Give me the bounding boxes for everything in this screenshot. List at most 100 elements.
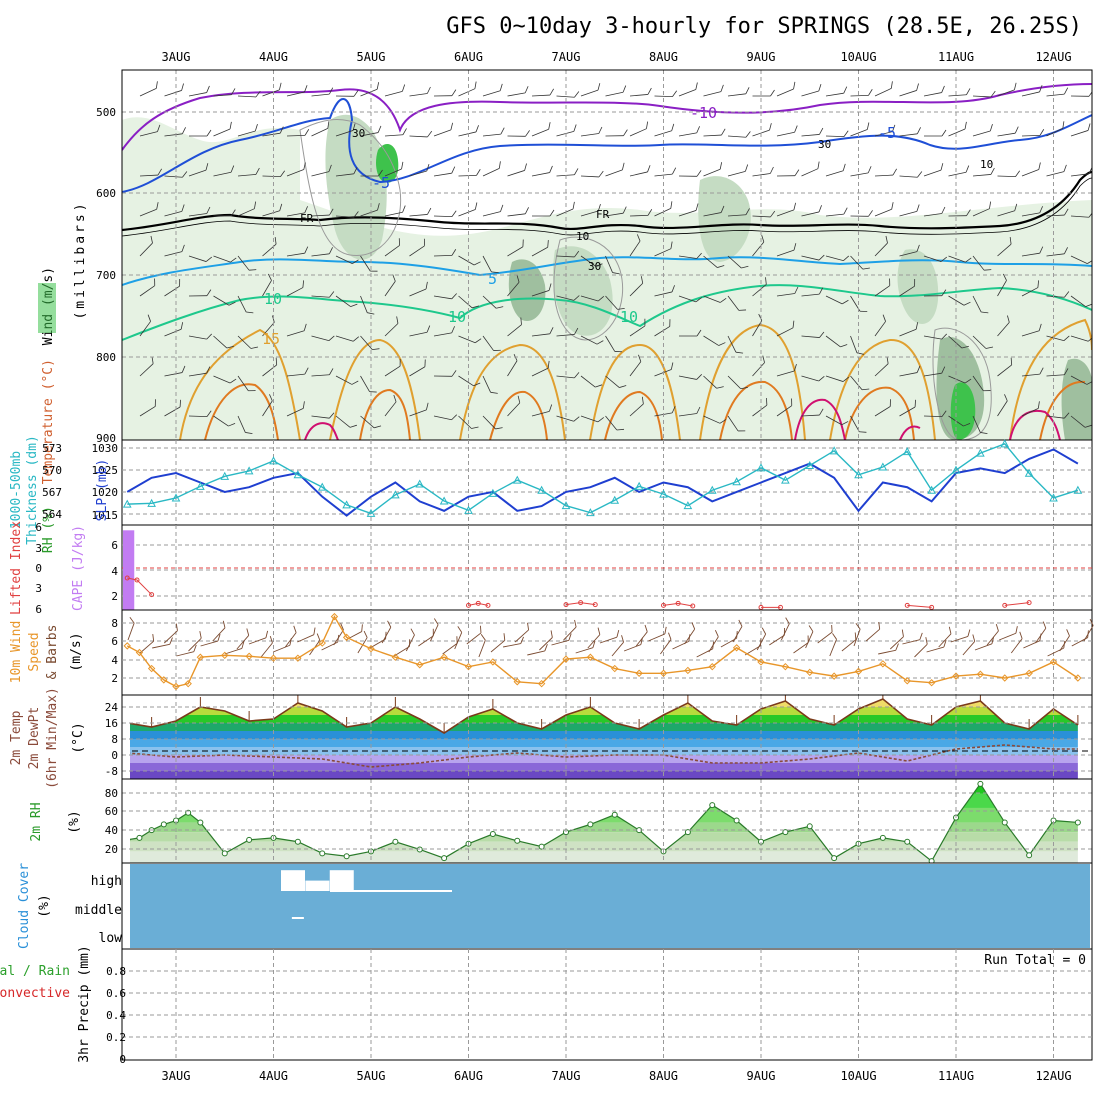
barb-flag [1014,203,1018,211]
barb-flag [980,432,988,435]
barb-flag [972,634,976,642]
barb-shaft [1096,296,1100,313]
barb-flag [451,326,455,334]
upper-wind-barb [703,128,726,137]
upper-wind-barb [801,84,822,97]
upper-wind-barb [262,273,272,297]
upper-wind-barb [286,206,308,217]
barb-shaft [1070,215,1089,218]
rh-mid-region [897,249,939,324]
barb-flag [387,620,392,628]
date-label: 10AUG [840,1069,876,1083]
barb-shaft [442,643,458,655]
rh-point [831,855,838,862]
barb-flag [1084,424,1092,428]
thickness-point [366,508,376,517]
barb-shaft [1046,374,1065,377]
wind-axis-label: & Barbs [45,625,60,680]
cloud-panel: high middle low Cloud Cover (%) [17,862,1093,950]
barb-flag [916,244,920,252]
barb-flag [525,130,530,137]
precip-tick: 0.2 [106,1031,126,1044]
upper-wind-barb [335,167,358,177]
barb-shaft [629,282,644,297]
upper-wind-barb [899,278,916,297]
upper-air-panel: -10 -5 -5 FR FR 5 10 10 10 15 30 30 10 1… [38,69,1100,553]
upper-wind-barb [286,162,306,177]
barb-flag [279,126,284,134]
barb-flag [524,86,529,94]
contour-label: 10 [448,308,466,326]
barb-flag [157,124,161,132]
thickness-tick: 564 [42,508,62,521]
barb-flag [941,333,947,340]
upper-wind-barb [580,375,603,388]
barb-shaft [1070,375,1088,385]
date-label: 3AUG [162,50,191,64]
thickness-axis-label: Thickness (dm) [25,435,40,545]
barb-shaft [974,643,993,651]
barb-shaft [311,374,330,377]
upper-wind-barb [1096,411,1100,430]
barb-flag [840,344,848,348]
barb-flag [981,311,989,314]
surface-wind-barb [1035,621,1047,644]
rh-point [392,838,399,845]
barb-shaft [507,92,526,97]
upper-wind-barb [139,235,153,257]
barb-flag [372,348,380,350]
upper-wind-barb [850,255,870,270]
barb-shaft [825,92,844,97]
barb-flag [892,124,896,132]
barb-shaft [727,335,737,353]
barb-shaft [727,375,742,390]
barb-shaft [948,295,965,306]
barb-flag [520,317,522,325]
barb-shaft [605,415,618,431]
upper-wind-barb [1070,295,1092,307]
barb-shaft [889,636,904,650]
thickness-point [391,490,400,499]
barb-flag [769,166,774,174]
wind-speed-point [172,682,180,691]
upper-wind-barb [923,333,947,340]
lifted-index-point [134,577,140,583]
barb-flag [402,84,406,92]
upper-wind-barb [556,372,580,379]
barb-shaft [531,94,550,97]
barb-shaft [188,255,207,262]
upper-wind-barb [311,164,332,177]
barb-flag [175,623,178,631]
barb-flag [155,81,158,89]
surface-wind-barb [152,637,173,649]
barb-flag [279,82,282,90]
thickness-point [342,500,351,509]
upper-wind-barb [629,318,646,337]
upper-wind-barb [262,394,273,417]
barb-flag [891,202,894,210]
barb-shaft [1021,373,1040,377]
barb-flag [156,202,159,210]
barb-flag [549,209,555,217]
barb-shaft [333,629,344,646]
date-label: 7AUG [552,50,581,64]
lifted-index-point [466,602,471,608]
upper-wind-barb [580,255,603,267]
barb-shaft [237,415,246,433]
date-label: 9AUG [747,1069,776,1083]
wind-speed-point [854,667,863,676]
surface-wind-barb [1010,631,1023,654]
barb-shaft [948,335,963,349]
barb-flag [1015,626,1018,634]
upper-wind-barb [286,323,307,337]
barb-flag [313,627,316,635]
barb-shaft [164,210,182,217]
upper-wind-barb [360,375,377,393]
barb-shaft [1046,253,1065,257]
upper-wind-barb [703,205,725,217]
barb-flag [1038,162,1041,170]
barb-shaft [752,404,768,417]
barb-flag [293,625,297,633]
li-tick: 3 [35,542,42,555]
upper-wind-barb [139,81,158,97]
